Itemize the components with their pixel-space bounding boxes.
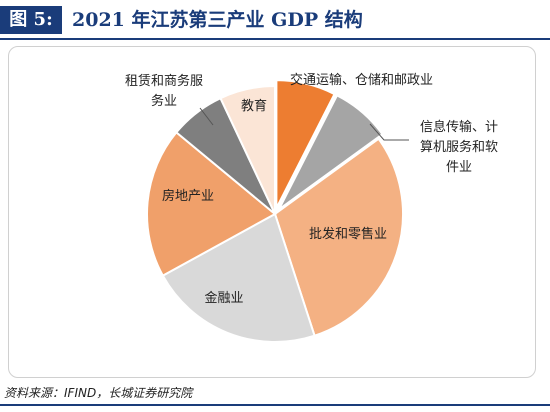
leader-line-1 — [369, 123, 409, 141]
figure-number: 图 5: — [0, 6, 62, 34]
slice-label-1: 信息传输、计算机服务和软件业 — [420, 119, 498, 175]
slice-label-0: 交通运输、仓储和邮政业 — [290, 72, 433, 88]
pie-slice-3 — [161, 212, 316, 343]
pie-slice-2 — [273, 137, 404, 337]
figure-header: 图 5: 2021 年江苏第三产业 GDP 结构 — [0, 0, 550, 40]
source-note: 资料来源：IFIND，长城证券研究院 — [4, 386, 193, 400]
leader-line-5 — [199, 107, 214, 126]
slice-label-6: 教育 — [241, 98, 267, 114]
slice-label-5: 租赁和商务服务业 — [125, 73, 203, 109]
header-divider — [0, 38, 550, 40]
slice-label-2: 批发和零售业 — [309, 226, 387, 242]
figure-title: 2021 年江苏第三产业 GDP 结构 — [72, 9, 363, 31]
footer-divider — [0, 404, 550, 406]
pie-slice-6 — [219, 84, 276, 215]
slice-label-3: 金融业 — [204, 290, 243, 306]
slice-label-4: 房地产业 — [162, 188, 214, 204]
pie-slice-4 — [146, 131, 277, 278]
pie-slice-0 — [275, 79, 336, 209]
pie-slice-1 — [278, 94, 384, 211]
